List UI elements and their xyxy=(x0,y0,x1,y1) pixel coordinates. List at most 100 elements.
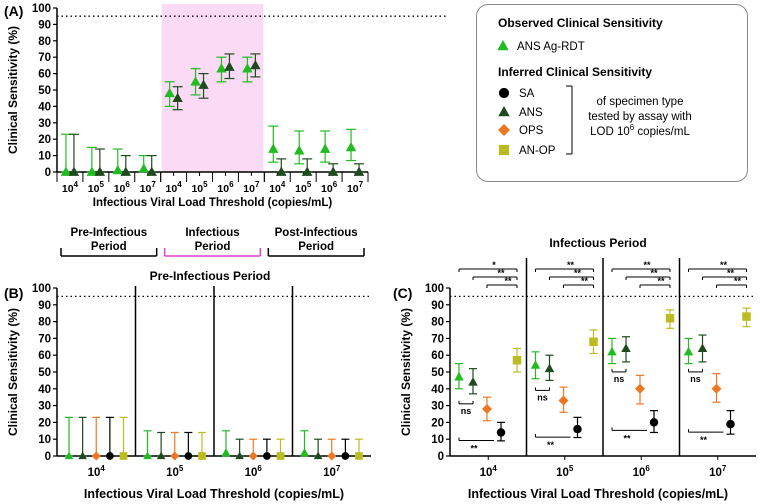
c-sig-top-label: ** xyxy=(574,268,582,278)
c-y-tick-label: 70 xyxy=(431,333,444,345)
a-x-tick-label-base: 10 xyxy=(191,183,203,195)
b-y-tick-label: 30 xyxy=(38,401,51,413)
b-x-axis-title: Infectious Viral Load Threshold (copies/… xyxy=(84,487,344,501)
c-x-tick-label-base: 10 xyxy=(556,467,569,479)
b-x-tick-label-exp: 5 xyxy=(179,464,184,473)
b-x-tick-label-base: 10 xyxy=(323,467,336,479)
c-sa-point xyxy=(573,424,582,434)
a-ans-point xyxy=(120,166,132,176)
a-ans-agrdt-point xyxy=(345,141,357,152)
a-x-tick-label-exp: 7 xyxy=(359,180,364,189)
a-x-tick-label-base: 10 xyxy=(321,183,333,195)
b-y-tick-label: 70 xyxy=(38,333,51,345)
a-x-tick-label: 107 xyxy=(140,180,157,195)
c-ans_agrdt-point xyxy=(530,360,541,369)
c-sig-top-label: ** xyxy=(581,276,589,286)
a-y-tick-label: 30 xyxy=(38,118,51,130)
a-x-tick-label: 107 xyxy=(347,180,364,195)
c-sa-point xyxy=(726,419,735,429)
b-ops-point xyxy=(91,451,101,461)
b-anop-point xyxy=(355,452,363,460)
b-ans_agrdt-point xyxy=(221,448,231,456)
c-anop-point xyxy=(589,337,598,347)
a-ans-point xyxy=(94,166,106,176)
c-y-tick-label: 100 xyxy=(425,283,444,295)
a-x-tick-label-exp: 7 xyxy=(151,180,156,189)
a-ans-agrdt-point xyxy=(190,76,201,86)
a-x-tick-label: 106 xyxy=(321,180,338,195)
a-x-tick-label-base: 10 xyxy=(347,183,359,195)
c-y-tick-label: 10 xyxy=(431,434,444,446)
b-title: Pre-Infectious Period xyxy=(150,269,271,283)
a-x-tick-label-exp: 6 xyxy=(125,180,130,189)
a-y-tick-label: 40 xyxy=(38,101,51,113)
a-x-tick-label: 104 xyxy=(166,180,183,195)
a-x-tick-label-base: 10 xyxy=(295,183,307,195)
b-anop-point xyxy=(276,452,285,460)
c-x-tick-label-exp: 5 xyxy=(569,464,574,473)
a-y-tick-label: 60 xyxy=(38,69,51,81)
a-y-tick-label: 50 xyxy=(38,85,51,97)
a-ans-agrdt-point xyxy=(319,143,331,153)
b-y-axis-title: Clinical Sensitivity (%) xyxy=(6,308,20,436)
a-x-tick-label-exp: 6 xyxy=(333,180,338,189)
c-sig-top-label: ** xyxy=(720,260,728,270)
panel-label-b: (B) xyxy=(4,285,23,301)
a-ans-point xyxy=(224,61,235,71)
b-sa-point xyxy=(184,452,193,460)
c-y-tick-label: 90 xyxy=(431,300,444,312)
b-x-tick-label-base: 10 xyxy=(88,467,101,479)
c-y-tick-label: 80 xyxy=(431,317,444,329)
b-ops-point xyxy=(327,451,337,461)
b-anop-point xyxy=(198,452,206,460)
a-ans-agrdt-point xyxy=(60,166,72,176)
c-y-tick-label: 60 xyxy=(431,350,444,362)
b-ans-point xyxy=(313,451,323,460)
c-ans-point xyxy=(468,377,478,386)
a-ans-point xyxy=(301,166,313,176)
b-y-tick-label: 40 xyxy=(38,384,51,396)
c-title: Infectious Period xyxy=(549,236,646,250)
c-sig-top-label: ** xyxy=(727,268,735,278)
a-y-tick-label: 10 xyxy=(38,151,51,163)
c-x-tick-label-base: 10 xyxy=(633,467,646,479)
a-ans-point xyxy=(146,166,157,176)
b-sa-point xyxy=(263,452,271,460)
c-ops-point xyxy=(635,383,645,394)
b-ans-point xyxy=(156,451,166,460)
panel-label-a: (A) xyxy=(4,3,23,19)
c-sig-ns-label: ns xyxy=(614,374,625,384)
panel-label-c: (C) xyxy=(393,285,412,301)
a-x-tick-label: 106 xyxy=(217,180,234,195)
c-x-axis-title: Infectious Viral Load Threshold (copies/… xyxy=(468,487,728,501)
b-ans_agrdt-point xyxy=(143,451,152,460)
c-x-tick-label: 106 xyxy=(633,464,651,479)
a-x-tick-label-base: 10 xyxy=(140,183,152,195)
c-x-tick-label-exp: 4 xyxy=(492,464,497,473)
a-x-tick-label-base: 10 xyxy=(62,183,74,195)
c-sig-ns-label: ns xyxy=(690,374,701,384)
a-period-label: Infectious xyxy=(185,227,239,239)
c-y-tick-label: 40 xyxy=(431,384,444,396)
a-period-label: Period xyxy=(91,241,127,253)
b-ops-point xyxy=(170,451,180,461)
c-x-tick-label-exp: 6 xyxy=(645,464,650,473)
c-sa-point xyxy=(496,428,506,437)
b-y-tick-label: 80 xyxy=(38,317,51,329)
c-anop-point xyxy=(742,312,751,321)
a-period-label: Post-Infectious xyxy=(275,227,358,239)
background-layer xyxy=(161,4,264,172)
c-sig-bottom-label: ** xyxy=(700,435,708,445)
c-sig-top-label: * xyxy=(492,260,496,270)
a-x-axis-title: Infectious Viral Load Threshold (copies/… xyxy=(93,197,333,209)
c-sig-ns-label: ns xyxy=(461,406,472,416)
c-ops-point xyxy=(711,383,722,394)
c-sig-ns-label: ns xyxy=(537,392,548,402)
legend-box xyxy=(476,4,748,182)
a-x-tick-label: 104 xyxy=(269,180,286,195)
b-y-tick-label: 50 xyxy=(38,367,51,379)
b-ans_agrdt-point xyxy=(64,451,74,460)
b-x-tick-label-exp: 7 xyxy=(336,464,341,473)
